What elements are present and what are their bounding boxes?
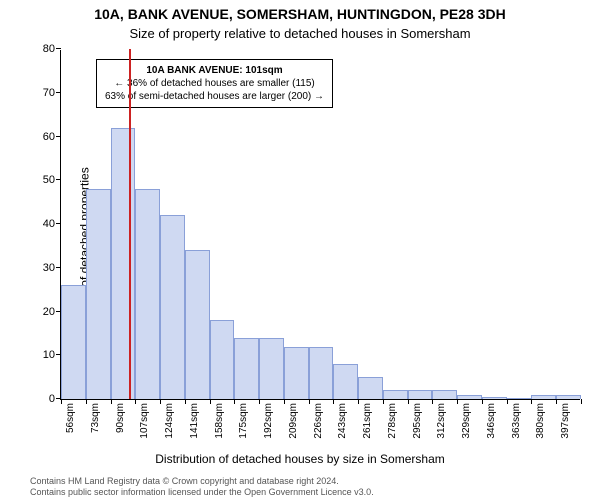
xtick-mark: [185, 399, 186, 404]
xtick-label: 312sqm: [436, 403, 447, 439]
xtick-mark: [457, 399, 458, 404]
ytick-mark: [56, 92, 61, 93]
xtick-mark: [482, 399, 483, 404]
xtick-label: 141sqm: [189, 403, 200, 439]
xtick-label: 397sqm: [560, 403, 571, 439]
histogram-bar: [482, 397, 507, 399]
histogram-bar: [61, 285, 86, 399]
histogram-bar: [531, 395, 556, 399]
xtick-mark: [432, 399, 433, 404]
xtick-label: 124sqm: [164, 403, 175, 439]
xtick-mark: [309, 399, 310, 404]
xtick-label: 209sqm: [288, 403, 299, 439]
ytick-label: 70: [43, 87, 55, 99]
xtick-label: 107sqm: [139, 403, 150, 439]
xtick-mark: [408, 399, 409, 404]
ytick-label: 50: [43, 174, 55, 186]
annotation-box: 10A BANK AVENUE: 101sqm ← 36% of detache…: [96, 59, 333, 108]
ytick-mark: [56, 179, 61, 180]
xtick-mark: [531, 399, 532, 404]
histogram-bar: [185, 250, 210, 399]
histogram-bar: [135, 189, 160, 399]
histogram-bar: [333, 364, 358, 399]
xtick-mark: [160, 399, 161, 404]
marker-line: [129, 49, 131, 399]
ytick-mark: [56, 136, 61, 137]
histogram-bar: [160, 215, 185, 399]
xtick-mark: [507, 399, 508, 404]
histogram-bar: [284, 347, 309, 400]
annotation-title: 10A BANK AVENUE: 101sqm: [105, 64, 324, 77]
ytick-label: 30: [43, 262, 55, 274]
ytick-label: 60: [43, 131, 55, 143]
ytick-mark: [56, 223, 61, 224]
xtick-label: 363sqm: [511, 403, 522, 439]
histogram-bar: [507, 398, 532, 399]
xtick-mark: [135, 399, 136, 404]
xtick-label: 329sqm: [461, 403, 472, 439]
histogram-bar: [210, 320, 235, 399]
histogram-bar: [86, 189, 111, 399]
histogram-bar: [358, 377, 383, 399]
xtick-mark: [210, 399, 211, 404]
xtick-label: 192sqm: [263, 403, 274, 439]
xtick-label: 295sqm: [412, 403, 423, 439]
xtick-label: 90sqm: [115, 403, 126, 433]
xtick-label: 226sqm: [313, 403, 324, 439]
chart-title-line1: 10A, BANK AVENUE, SOMERSHAM, HUNTINGDON,…: [0, 6, 600, 22]
histogram-bar: [383, 390, 408, 399]
x-axis-label: Distribution of detached houses by size …: [0, 452, 600, 466]
xtick-mark: [284, 399, 285, 404]
histogram-bar: [408, 390, 433, 399]
xtick-label: 175sqm: [238, 403, 249, 439]
annotation-line2: ← 36% of detached houses are smaller (11…: [105, 77, 324, 90]
chart-title-line2: Size of property relative to detached ho…: [0, 26, 600, 41]
xtick-label: 243sqm: [337, 403, 348, 439]
xtick-label: 278sqm: [387, 403, 398, 439]
xtick-label: 56sqm: [65, 403, 76, 433]
ytick-mark: [56, 48, 61, 49]
ytick-label: 0: [49, 393, 55, 405]
xtick-mark: [234, 399, 235, 404]
histogram-bar: [556, 395, 581, 399]
ytick-label: 20: [43, 306, 55, 318]
xtick-mark: [383, 399, 384, 404]
xtick-label: 73sqm: [90, 403, 101, 433]
annotation-line3: 63% of semi-detached houses are larger (…: [105, 90, 324, 103]
histogram-bar: [234, 338, 259, 399]
xtick-mark: [259, 399, 260, 404]
chart-container: 10A, BANK AVENUE, SOMERSHAM, HUNTINGDON,…: [0, 0, 600, 500]
xtick-mark: [86, 399, 87, 404]
xtick-label: 261sqm: [362, 403, 373, 439]
ytick-label: 40: [43, 218, 55, 230]
xtick-label: 346sqm: [486, 403, 497, 439]
xtick-label: 158sqm: [214, 403, 225, 439]
histogram-bar: [309, 347, 334, 400]
footer-line1: Contains HM Land Registry data © Crown c…: [30, 476, 590, 487]
plot-area: 10A BANK AVENUE: 101sqm ← 36% of detache…: [60, 50, 580, 400]
xtick-mark: [333, 399, 334, 404]
ytick-label: 10: [43, 349, 55, 361]
histogram-bar: [111, 128, 136, 399]
histogram-bar: [432, 390, 457, 399]
footer-line2: Contains public sector information licen…: [30, 487, 590, 498]
xtick-mark: [581, 399, 582, 404]
histogram-bar: [457, 395, 482, 399]
ytick-mark: [56, 267, 61, 268]
histogram-bar: [259, 338, 284, 399]
xtick-mark: [61, 399, 62, 404]
ytick-label: 80: [43, 43, 55, 55]
xtick-label: 380sqm: [535, 403, 546, 439]
footer-text: Contains HM Land Registry data © Crown c…: [30, 476, 590, 498]
xtick-mark: [358, 399, 359, 404]
xtick-mark: [556, 399, 557, 404]
xtick-mark: [111, 399, 112, 404]
